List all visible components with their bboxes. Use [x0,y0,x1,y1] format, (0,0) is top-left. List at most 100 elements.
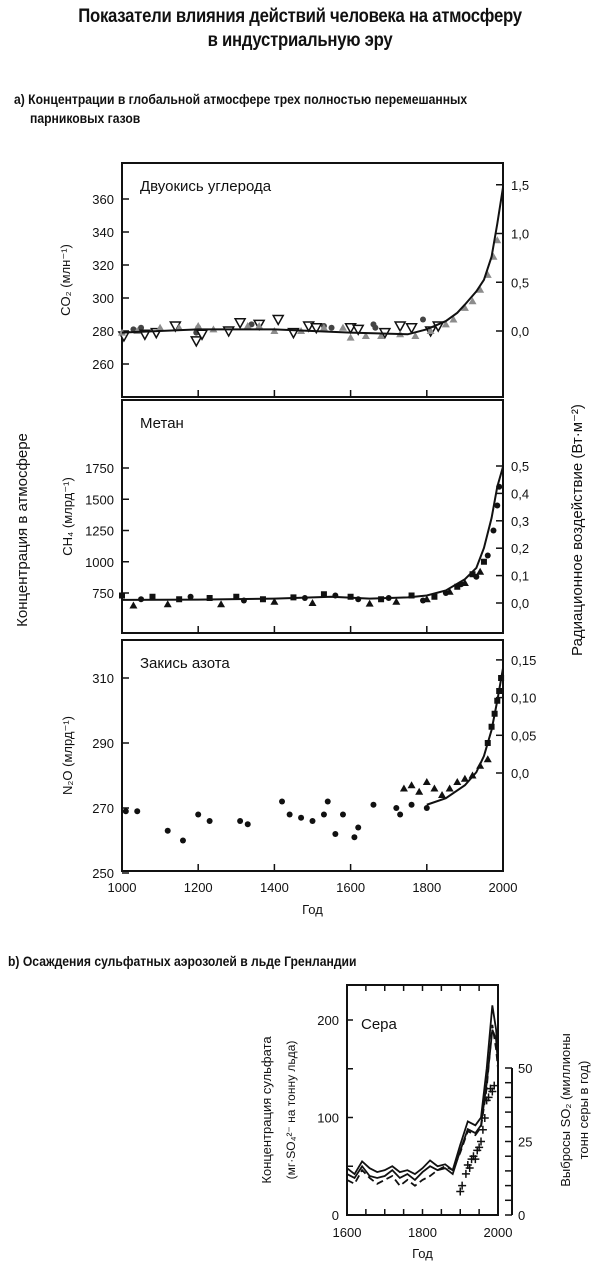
x-tick-label: 1400 [260,880,289,895]
data-point-triangles [415,787,424,795]
y2-axis-label: Выбросы SO₂ (миллионы [558,1033,573,1187]
y2-tick-label: 50 [518,1061,532,1076]
data-point-gray-triangles [194,322,203,330]
data-point-dots [393,805,400,811]
data-point-triangles [399,784,408,792]
data-point-dots [473,573,480,580]
data-point-gray-triangles [243,322,252,330]
line-sulfate-dashed [346,1024,499,1188]
y-tick-label: 100 [317,1111,339,1126]
data-point-squares [480,558,487,565]
y-tick-label: 310 [92,671,114,686]
data-point-gray-triangles [270,327,279,334]
data-point-so2-emissions [456,1187,465,1196]
y-tick-label: 0 [332,1208,339,1223]
data-point-triangles [422,778,431,785]
y2-tick-label: 0,0 [511,324,529,339]
data-point-circles [248,321,255,328]
y2-tick-label: 0,0 [511,596,529,611]
trend-line [121,187,504,336]
data-point-dots [286,811,293,818]
plot-frame [121,399,504,634]
panel-label: Метан [140,415,184,432]
y2-tick-label: 0,05 [511,728,536,743]
y-tick-label: 250 [92,866,114,881]
y2-tick-label: 0,1 [511,569,529,584]
x-tick-label: 2000 [484,1225,513,1240]
data-point-open-triangles [310,322,323,335]
y-tick-label: 200 [317,1013,339,1028]
data-point-triangles [365,599,374,607]
data-point-so2-emissions [484,1093,493,1102]
data-point-squares [206,595,213,601]
y-axis-label: N₂O (млрд⁻¹) [60,716,75,795]
y2-tick-label: 0,5 [511,459,529,474]
y-tick-label: 290 [92,736,114,751]
data-point-triangles [468,771,477,779]
data-point-dots [164,827,171,834]
data-point-gray-triangles [460,303,469,311]
data-point-dots [122,808,129,815]
panel-sulfate: Сера Концентрация сульфата (мг·SO₄²⁻ на то… [259,984,591,1261]
figure-title-line2: в индустриальную эру [207,30,393,51]
data-point-gray-triangles [377,331,386,339]
data-point-open-triangles [405,322,418,335]
data-point-gray-triangles [493,236,502,244]
data-point-squares [119,592,125,599]
data-point-dots [324,798,331,805]
data-point-dots [351,834,358,841]
y2-tick-label: 1,5 [511,178,529,193]
section-b-heading: b) Осаждения сульфатных аэрозолей в льде… [8,954,357,969]
trend-line [426,668,504,806]
data-point-open-triangles [271,314,285,326]
data-point-gray-triangles [255,322,264,330]
data-point-open-triangles [233,318,247,330]
panel-n2o: Закись азота N₂O (млрд⁻¹) 250 270 290 310 0,0 0… [60,639,536,917]
y-tick-label: 1250 [85,524,114,539]
data-point-gray-triangles [346,333,355,341]
y-tick-label: 260 [92,357,114,372]
data-point-squares [469,571,476,578]
data-point-gray-triangles [411,331,420,339]
left-shared-label: Концентрация в атмосфере [14,433,31,627]
panel-label: Двуокись углерода [140,178,272,195]
x-tick-label: 1600 [336,880,365,895]
x-tick-label: 1800 [412,880,441,895]
data-point-triangles [476,567,485,575]
data-point-squares [408,592,415,599]
y2-tick-label: 0,4 [511,486,529,501]
y-tick-label: 270 [92,801,114,816]
data-point-triangles [438,791,447,798]
panel-label: Закись азота [140,655,230,672]
data-point-triangles [460,774,469,782]
data-point-so2-emissions [471,1155,480,1164]
data-point-dots [494,502,501,509]
data-point-dots [195,811,202,818]
data-point-dots [339,811,346,818]
y2-tick-label: 0,2 [511,541,529,556]
data-point-gray-triangles [441,320,450,328]
data-point-squares [454,583,461,590]
data-point-open-triangles [351,324,365,336]
y2-tick-label: 0,5 [511,275,529,290]
data-point-so2-emissions [465,1163,474,1172]
data-point-circles [372,324,379,331]
y2-tick-label: 0,3 [511,514,529,529]
section-a-heading: a) Концентрации в глобальной атмосфере т… [14,92,468,107]
data-point-triangles [270,597,279,605]
x-tick-label: 1200 [184,880,213,895]
data-point-gray-triangles [468,297,477,305]
y2-tick-label: 0,15 [511,653,536,668]
data-point-dots [309,818,316,824]
data-point-so2-emissions [458,1181,467,1190]
x-tick-label: 1000 [108,880,137,895]
data-point-dots [320,811,327,818]
y-tick-label: 340 [92,225,114,240]
data-point-so2-emissions [480,1113,489,1122]
data-point-dots [298,814,305,821]
data-point-dots [279,798,286,805]
data-point-open-triangles [190,336,203,348]
data-point-dots [423,805,430,811]
data-point-gray-triangles [156,323,165,331]
panel-ch4: Метан CH₄ (млрд⁻¹) 750 1000 1250 1500 1750 0,0 0… [60,399,529,634]
